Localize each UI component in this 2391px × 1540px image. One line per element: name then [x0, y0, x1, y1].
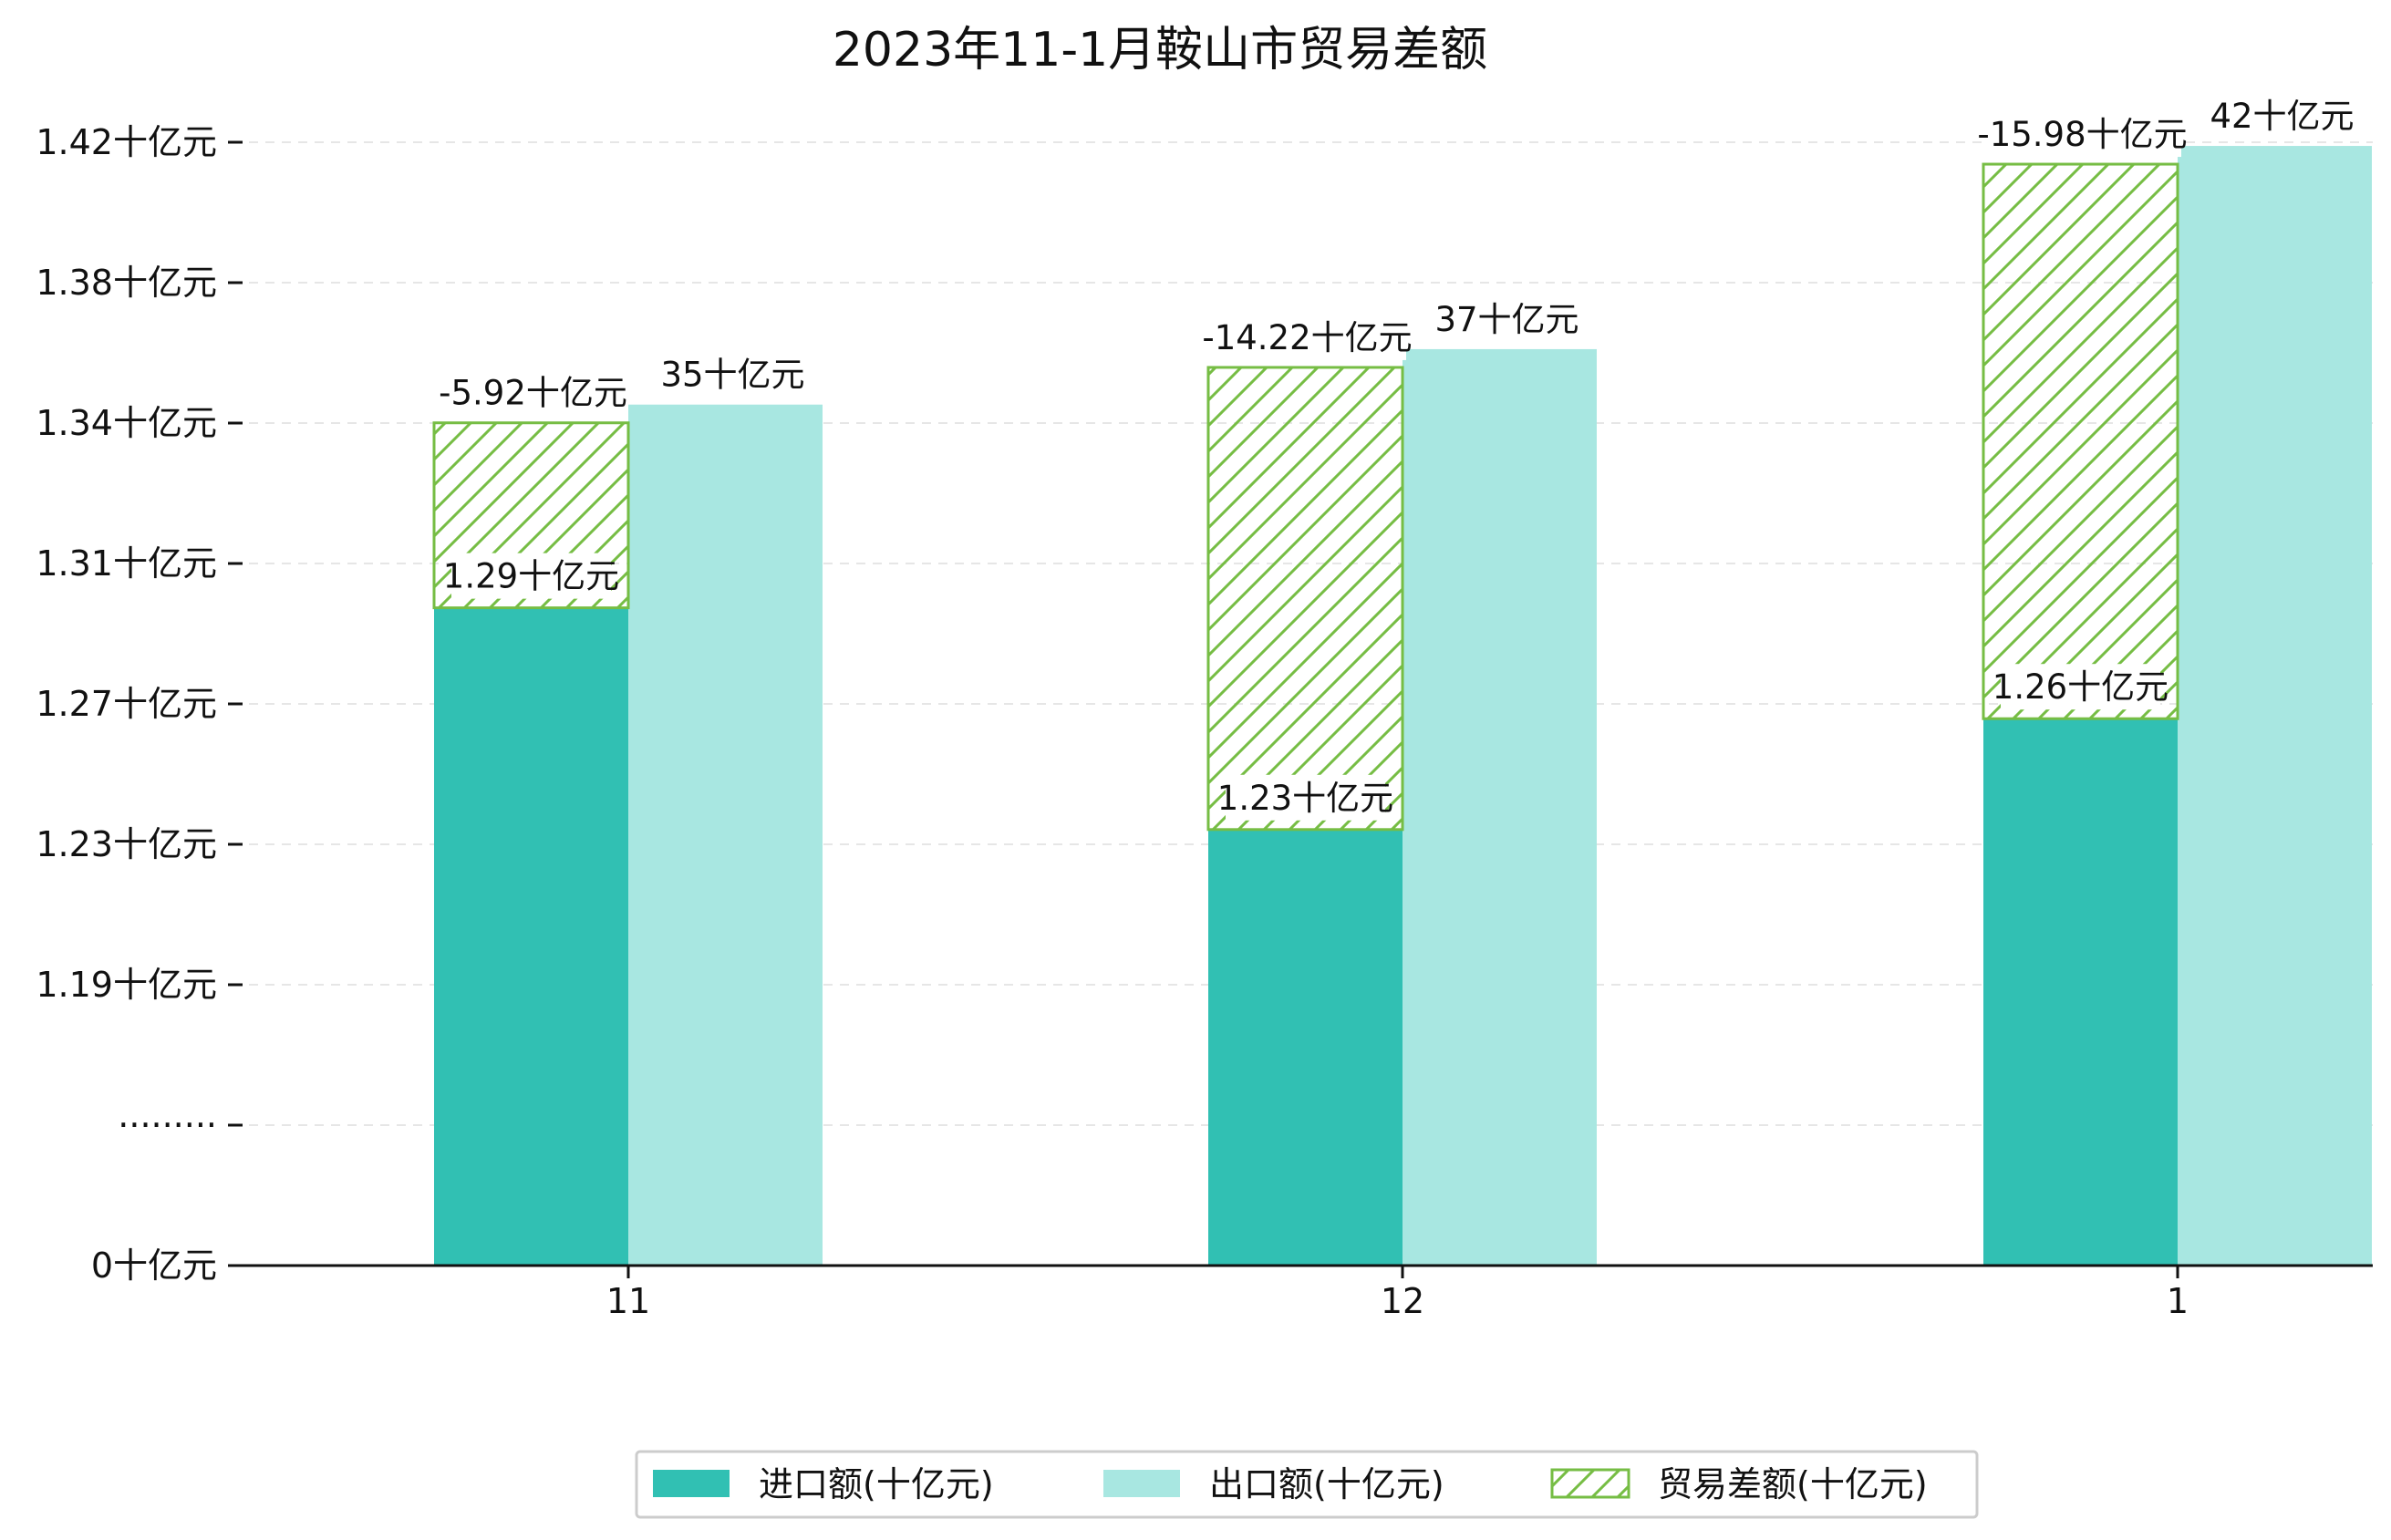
legend-label-import: 进口额(十亿元)	[759, 1464, 994, 1504]
bar-balance	[1982, 162, 2179, 720]
bar-export	[628, 404, 823, 1266]
label-balance-text: -5.92十亿元	[439, 374, 627, 413]
label-balance-text: -14.22十亿元	[1202, 318, 1412, 357]
bar-export	[1403, 348, 1597, 1266]
label-import: 1.26十亿元	[1992, 664, 2168, 710]
label-import: 1.23十亿元	[1217, 774, 1393, 821]
legend: 进口额(十亿元) 出口额(十亿元) 贸易差额(十亿元)	[635, 1450, 1979, 1519]
label-import-bg	[2001, 664, 2160, 710]
label-balance-text: -15.98十亿元	[1977, 115, 2187, 154]
label-import-text: 1.26十亿元	[1992, 667, 2168, 707]
y-axis: 0十亿元 ········· 1.19十亿元 1.23十亿元 1.27十亿元 1.31十亿…	[36, 122, 243, 1286]
legend-label-balance: 贸易差额(十亿元)	[1658, 1464, 1928, 1504]
y-tick-label: 1.31十亿元	[36, 543, 217, 584]
label-balance: -5.92十亿元	[439, 369, 627, 416]
label-import: 1.29十亿元	[443, 553, 619, 599]
label-balance: -14.22十亿元	[1202, 314, 1413, 360]
chart-title: 2023年11-1月鞍山市贸易差额	[833, 23, 1487, 78]
label-export-bg	[1446, 295, 1568, 342]
y-tick-label: 1.27十亿元	[36, 684, 217, 724]
label-export: 42十亿元	[2210, 93, 2355, 140]
legend-swatch-export	[1103, 1470, 1180, 1497]
y-tick-label: 0十亿元	[91, 1245, 217, 1286]
y-tick-label: 1.34十亿元	[36, 403, 217, 443]
label-import-text: 1.23十亿元	[1217, 779, 1393, 818]
y-tick-label: 1.38十亿元	[36, 263, 217, 303]
label-export-bg	[2221, 93, 2343, 140]
label-import-text: 1.29十亿元	[443, 557, 619, 596]
data-labels: 1.29十亿元 35十亿元 -5.92十亿元 1.23十亿元 37十亿元 -14.22十亿…	[439, 93, 2355, 821]
y-tick-label: 1.23十亿元	[36, 824, 217, 864]
label-import-bg	[1226, 774, 1385, 821]
legend-swatch-balance	[1550, 1468, 1630, 1499]
x-axis: 11 12 1	[233, 1264, 2373, 1321]
x-tick-label: 11	[606, 1281, 650, 1321]
label-balance-bg	[443, 369, 623, 416]
y-tick-label: 1.19十亿元	[36, 965, 217, 1005]
x-tick-label: 12	[1381, 1281, 1424, 1321]
label-export-text: 35十亿元	[660, 356, 804, 395]
bar-import	[434, 607, 628, 1266]
label-export: 37十亿元	[1434, 295, 1579, 342]
label-balance: -15.98十亿元	[1977, 111, 2188, 158]
bar-import	[1983, 718, 2178, 1266]
legend-swatch-import	[653, 1470, 730, 1497]
x-tick-label: 1	[2167, 1281, 2189, 1321]
label-export-text: 42十亿元	[2210, 97, 2354, 136]
bar-balance	[1206, 366, 1404, 832]
label-export-bg	[672, 351, 793, 398]
label-export: 35十亿元	[660, 351, 805, 398]
legend-frame	[635, 1450, 1979, 1519]
label-balance-bg	[1208, 314, 1406, 360]
bar-import	[1208, 829, 1403, 1266]
label-export-text: 37十亿元	[1434, 300, 1578, 339]
label-import-bg	[451, 553, 611, 599]
y-tick-label: ·········	[118, 1105, 217, 1145]
bar-export	[2178, 146, 2372, 1266]
legend-label-export: 出口额(十亿元)	[1209, 1464, 1444, 1504]
bars	[432, 146, 2372, 1266]
y-tick-label: 1.42十亿元	[36, 122, 217, 162]
label-balance-bg	[1983, 111, 2181, 158]
